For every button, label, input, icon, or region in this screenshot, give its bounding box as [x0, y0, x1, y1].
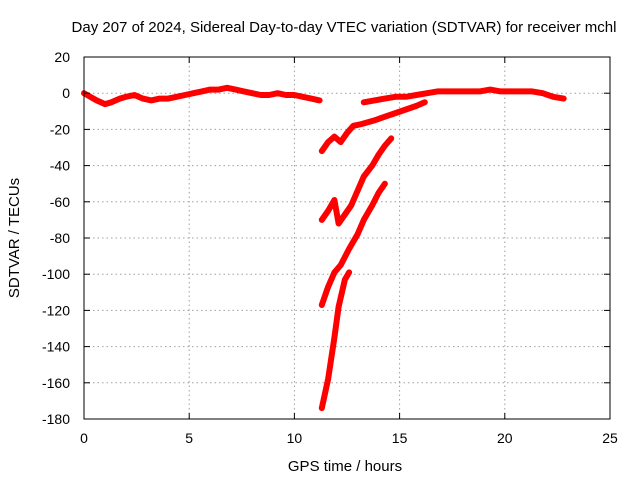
series-line-recovery-a [318, 99, 428, 155]
x-tick-label: 10 [287, 430, 303, 446]
x-tick-label: 20 [497, 430, 513, 446]
y-tick-label: 0 [62, 85, 70, 101]
series-line-recovery-b [318, 135, 395, 227]
y-tick-label: -140 [42, 339, 70, 355]
y-tick-label: -20 [50, 121, 70, 137]
y-tick-label: -180 [42, 411, 70, 427]
series-line-recovery-d [318, 269, 353, 412]
chart-title: Day 207 of 2024, Sidereal Day-to-day VTE… [72, 19, 617, 36]
tick-layer: 0 5 10 15 20 25 20 0 -20 -40 -60 -80 -100 -120 -140 -16… [42, 49, 618, 446]
x-tick-label: 0 [80, 430, 88, 446]
series-line-baseline-afternoon [360, 86, 567, 106]
y-tick-label: -40 [50, 158, 70, 174]
y-tick-label: -80 [50, 230, 70, 246]
y-tick-label: -60 [50, 194, 70, 210]
y-tick-label: -120 [42, 302, 70, 318]
x-axis-label: GPS time / hours [288, 458, 402, 475]
y-tick-label: -160 [42, 375, 70, 391]
data-layer [81, 84, 567, 412]
y-axis-label: SDTVAR / TECUs [6, 178, 23, 298]
x-tick-label: 5 [185, 430, 193, 446]
x-tick-label: 15 [392, 430, 408, 446]
series-line-recovery-c [318, 180, 388, 308]
series-line-baseline-morning [81, 84, 323, 108]
y-tick-label: -100 [42, 266, 70, 282]
grid-layer [84, 57, 610, 419]
x-tick-label: 25 [602, 430, 618, 446]
y-tick-label: 20 [54, 49, 70, 65]
